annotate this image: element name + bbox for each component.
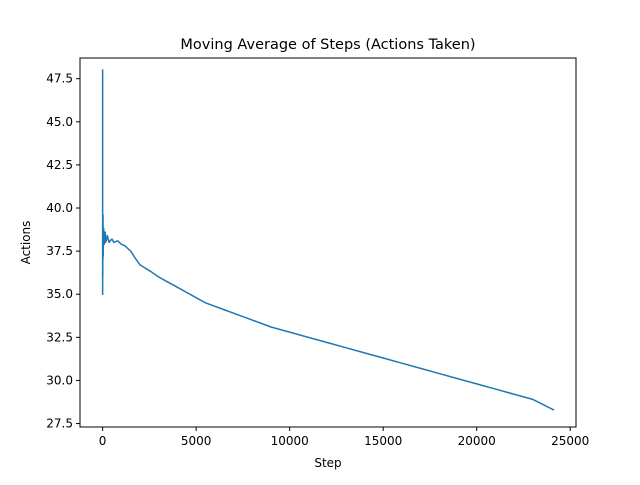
y-tick-label: 40.0 <box>46 201 73 215</box>
x-axis-label: Step <box>314 456 341 470</box>
x-axis: 0 5000 10000 15000 20000 25000 <box>99 427 589 448</box>
x-tick-label: 20000 <box>458 434 496 448</box>
x-tick-label: 10000 <box>271 434 309 448</box>
y-tick-label: 30.0 <box>46 373 73 387</box>
y-tick-label: 27.5 <box>46 417 73 431</box>
y-tick-label: 45.0 <box>46 115 73 129</box>
x-tick-label: 5000 <box>181 434 212 448</box>
plot-frame <box>79 57 577 428</box>
x-tick-label: 0 <box>99 434 107 448</box>
x-tick-label: 15000 <box>364 434 402 448</box>
y-tick-label: 47.5 <box>46 72 73 86</box>
y-axis: 27.5 30.0 32.5 35.0 37.5 40.0 42.5 45.0 47.5 <box>46 72 80 431</box>
chart-title: Moving Average of Steps (Actions Taken) <box>180 37 475 53</box>
x-tick-label: 25000 <box>551 434 589 448</box>
y-axis-label: Actions <box>19 221 33 265</box>
y-tick-label: 35.0 <box>46 287 73 301</box>
y-tick-label: 32.5 <box>46 330 73 344</box>
y-tick-label: 37.5 <box>46 244 73 258</box>
y-tick-label: 42.5 <box>46 158 73 172</box>
series-line-0 <box>101 69 555 411</box>
plot-area <box>80 58 576 427</box>
data-layer <box>101 69 555 411</box>
